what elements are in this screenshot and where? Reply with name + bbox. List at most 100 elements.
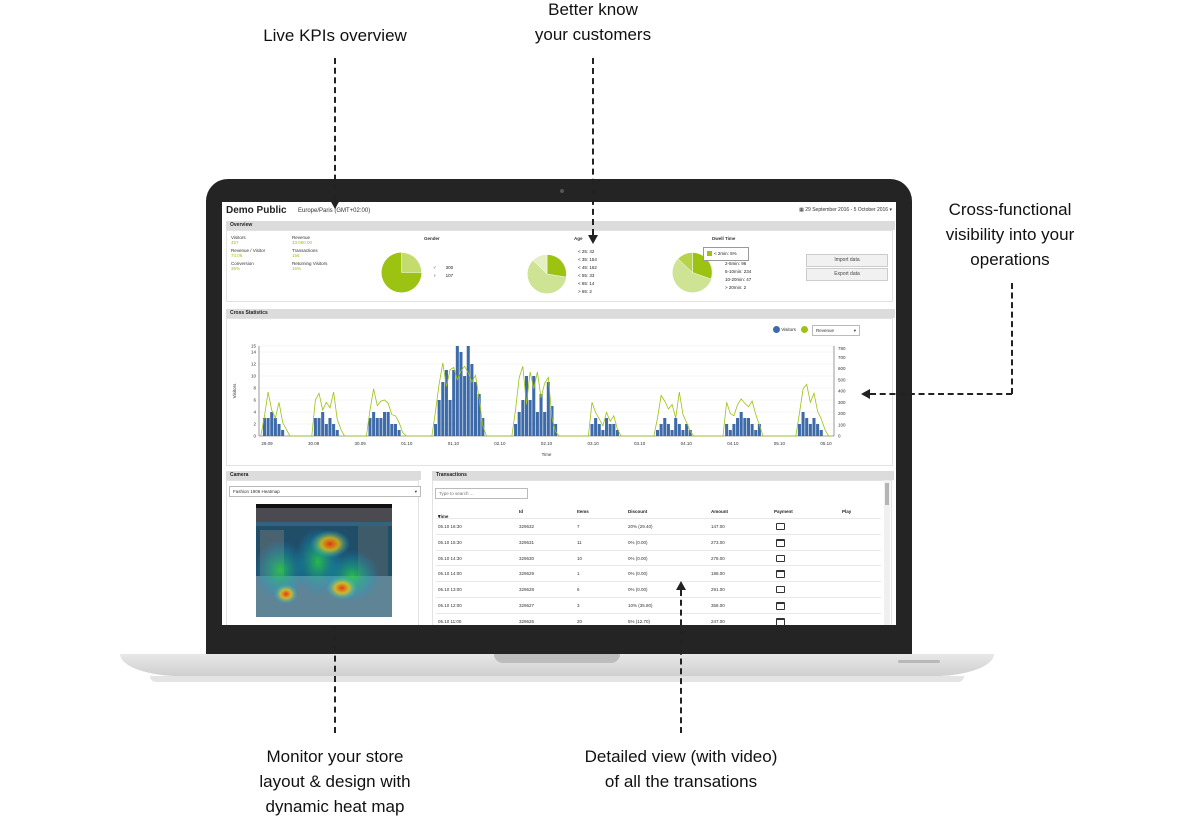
table-row[interactable]: 05.10 12:00 329627 3 10% (35.80) 358.00 (436, 597, 881, 613)
table-cell: 05.10 14:30 (438, 555, 462, 561)
camera-select[interactable]: Fashion 1906 Heatmap ▾ (229, 486, 421, 497)
heatmap-hotspot (310, 530, 350, 558)
laptop-base-shadow (150, 676, 964, 682)
legend-visitors-label: Visitors (781, 327, 796, 332)
kpi-transactions: Transactions 156 (292, 248, 318, 258)
gender-male-count: 300 (445, 265, 454, 270)
age-title: Age (574, 236, 583, 241)
bar (463, 376, 467, 436)
table-cell: 05.10 12:00 (438, 603, 462, 608)
x-tick-label: 04.10 (681, 441, 693, 446)
bar (452, 370, 456, 436)
table-row[interactable]: 05.10 13:00 329628 6 0% (0.00) 291.00 (436, 581, 881, 597)
age-item: < 55: 33 (578, 273, 595, 278)
heatmap-hotspot (326, 576, 358, 600)
age-item: < 25: 42 (578, 249, 595, 254)
bar (383, 412, 387, 436)
x-tick-label: 03.10 (587, 441, 599, 446)
cash-icon (776, 586, 785, 594)
bar (470, 364, 474, 436)
bar (590, 424, 594, 436)
x-tick-label: 04.10 (727, 441, 739, 446)
table-row[interactable]: 05.10 15:30 329631 11 0% (0.00) 273.00 (436, 533, 881, 550)
x-tick-label: 03.10 (634, 441, 646, 446)
bar (615, 430, 619, 436)
bar (797, 424, 801, 436)
bar (477, 394, 481, 436)
import-data-button[interactable]: Import data (806, 254, 888, 267)
kpi-label: Transactions (292, 248, 318, 253)
credit-card-icon (776, 538, 785, 547)
bar (528, 400, 532, 436)
bar (379, 418, 383, 436)
bar (324, 424, 328, 436)
table-cell: 3 (577, 603, 580, 608)
chart-legend: Visitors (773, 325, 809, 334)
bar (725, 424, 729, 436)
cash-icon (776, 554, 785, 562)
bar (313, 418, 317, 436)
callout-cross-functional: Cross-functional visibility into your op… (910, 197, 1110, 272)
bar (688, 430, 692, 436)
dwell-item: > 20min: 2 (725, 285, 747, 290)
bar (681, 430, 685, 436)
x-tick-label: 05.10 (820, 441, 832, 446)
y2-tick-label: 400 (838, 389, 846, 394)
bar (677, 424, 681, 436)
table-cell: 05.10 16:30 (438, 524, 462, 529)
table-cell: 7 (577, 524, 580, 529)
bar (812, 418, 816, 436)
x-axis-label: Time (542, 452, 552, 457)
x-tick-label: 05.10 (774, 441, 786, 446)
age-item: < 35: 154 (578, 257, 597, 262)
scrollbar-thumb[interactable] (885, 483, 889, 505)
laptop-base (120, 654, 994, 676)
kpi-value: 16% (292, 266, 302, 271)
credit-card-icon (776, 617, 785, 625)
bar (739, 412, 743, 436)
table-row[interactable]: 05.10 11:00 329626 20 5% (12.70) 247.00 (436, 612, 881, 625)
cash-icon (776, 523, 785, 530)
y2-tick-label: 780 (838, 346, 846, 351)
legend-revenue-dot (801, 326, 809, 334)
bar (390, 424, 394, 436)
bar (441, 382, 445, 436)
kpi-value: 33,060.00 (292, 240, 313, 245)
table-cell: 329627 (519, 603, 535, 608)
table-row[interactable]: 05.10 14:30 329630 10 0% (0.00) 278.00 (436, 549, 881, 566)
bar (368, 418, 372, 436)
col-play: Play (842, 509, 852, 514)
heatmap-video[interactable] (256, 504, 392, 617)
callout-cross-line2: visibility into your (945, 225, 1075, 244)
bar (816, 424, 820, 436)
male-icon: ♂ (433, 265, 438, 270)
cross-stats-header: Cross Statistics (226, 309, 895, 318)
bar (332, 424, 336, 436)
y-tick-label: 10 (251, 374, 257, 379)
scrollbar-track[interactable] (884, 480, 890, 625)
bar (732, 424, 736, 436)
date-range-text: 29 September 2016 - 5 October 2016 (805, 207, 889, 213)
export-data-button[interactable]: Export data (806, 268, 888, 281)
gender-pie-chart (381, 252, 422, 293)
kpi-conversion: Conversion 35% (231, 261, 254, 271)
timezone-label: Europe/Paris (GMT+02:00) (298, 208, 371, 214)
table-cell: 05.10 15:30 (438, 539, 462, 545)
bar (437, 400, 441, 436)
bar (517, 412, 521, 436)
age-item: < 45: 162 (578, 265, 597, 270)
kpi-value: 74.06 (231, 253, 243, 258)
table-cell: 0% (0.00) (628, 587, 648, 593)
age-item: < 65: 14 (578, 281, 595, 286)
table-cell: 278.00 (711, 555, 725, 561)
revenue-line (260, 362, 833, 437)
table-row[interactable]: 05.10 14:00 329629 1 0% (0.00) 188.00 (436, 565, 881, 581)
bar (375, 418, 379, 436)
date-range-picker[interactable]: ▦ 29 September 2016 - 5 October 2016 ▾ (799, 207, 892, 213)
bar (270, 412, 274, 436)
table-cell: 247.00 (711, 618, 725, 624)
metric-select[interactable]: Revenue ▾ (812, 325, 860, 336)
transactions-search-input[interactable] (435, 488, 528, 499)
table-row[interactable]: 05.10 16:30 329632 7 20% (29.40) 147.00 (436, 518, 881, 534)
bar (685, 424, 689, 436)
